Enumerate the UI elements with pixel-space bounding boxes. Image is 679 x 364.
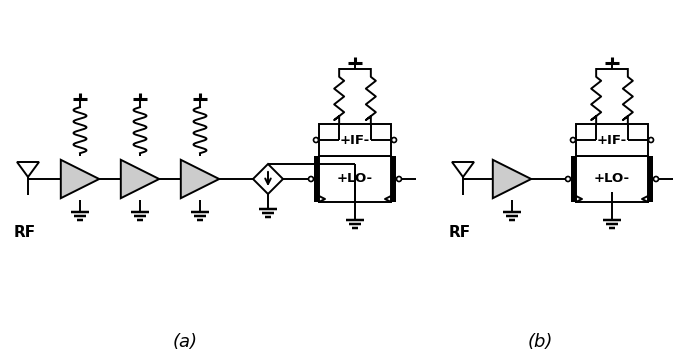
- Circle shape: [392, 138, 397, 142]
- Circle shape: [570, 138, 576, 142]
- Bar: [576, 156, 648, 202]
- Bar: [391, 156, 396, 202]
- Circle shape: [566, 177, 570, 182]
- Text: RF: RF: [449, 225, 471, 240]
- Circle shape: [308, 177, 314, 182]
- Bar: [571, 156, 576, 202]
- Bar: [648, 156, 653, 202]
- Circle shape: [314, 138, 318, 142]
- Text: +LO-: +LO-: [337, 173, 373, 186]
- Circle shape: [648, 138, 653, 142]
- Circle shape: [397, 177, 401, 182]
- Circle shape: [653, 177, 659, 182]
- Text: (b): (b): [528, 333, 553, 351]
- Polygon shape: [17, 162, 39, 177]
- Bar: [319, 124, 391, 156]
- Polygon shape: [452, 162, 474, 177]
- Polygon shape: [493, 160, 531, 198]
- Text: +IF-: +IF-: [597, 134, 627, 146]
- Text: (a): (a): [172, 333, 198, 351]
- Polygon shape: [253, 164, 283, 194]
- Bar: [576, 124, 648, 156]
- Polygon shape: [121, 160, 159, 198]
- Bar: [314, 156, 319, 202]
- Polygon shape: [61, 160, 99, 198]
- Text: RF: RF: [14, 225, 36, 240]
- Bar: [319, 156, 391, 202]
- Polygon shape: [181, 160, 219, 198]
- Text: +IF-: +IF-: [340, 134, 370, 146]
- Text: +LO-: +LO-: [594, 173, 630, 186]
